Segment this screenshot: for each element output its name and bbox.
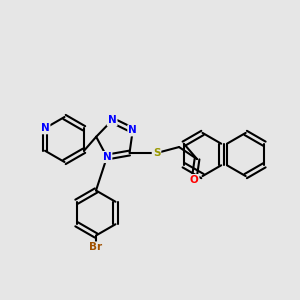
Text: Br: Br [89,242,103,253]
Text: N: N [128,125,137,135]
Text: N: N [40,123,50,133]
Text: N: N [103,152,111,162]
Text: S: S [153,148,160,158]
Text: O: O [190,175,198,185]
Text: N: N [108,115,116,125]
